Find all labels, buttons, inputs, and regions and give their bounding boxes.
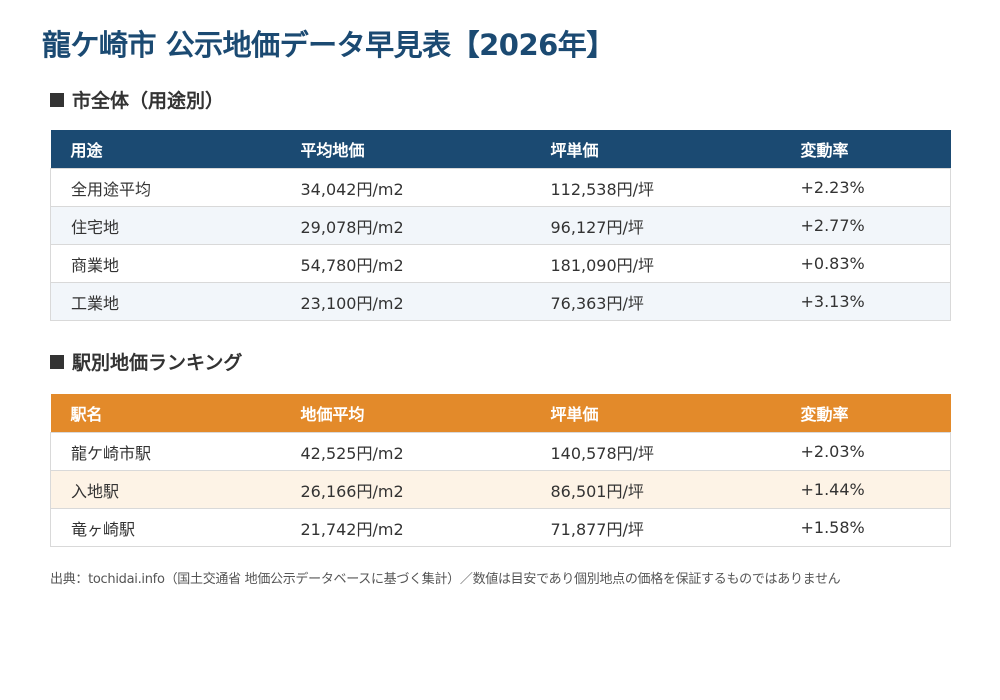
cell-avg-price: 23,100円/m2	[280, 282, 531, 321]
column-header-station: 駅名	[50, 394, 281, 433]
section-heading-station-ranking: 駅別地価ランキング	[50, 348, 242, 375]
table-row: 龍ケ崎市駅 42,525円/m2 140,578円/坪 +2.03%	[50, 432, 951, 471]
cell-avg-price: 26,166円/m2	[280, 470, 531, 509]
cell-change-rate: +2.23%	[780, 168, 951, 207]
table-row: 工業地 23,100円/m2 76,363円/坪 +3.13%	[50, 282, 951, 321]
cell-tsubo-price: 140,578円/坪	[530, 432, 781, 471]
cell-avg-price: 34,042円/m2	[280, 168, 531, 207]
column-header-change-rate: 変動率	[780, 394, 951, 433]
cell-tsubo-price: 96,127円/坪	[530, 206, 781, 245]
table-row: 入地駅 26,166円/m2 86,501円/坪 +1.44%	[50, 470, 951, 509]
cell-use: 住宅地	[50, 206, 281, 245]
station-price-table: 駅名 地価平均 坪単価 変動率 龍ケ崎市駅 42,525円/m2 140,578…	[50, 394, 951, 547]
cell-change-rate: +2.03%	[780, 432, 951, 471]
square-bullet-icon	[50, 93, 64, 107]
cell-avg-price: 21,742円/m2	[280, 508, 531, 547]
cell-use: 全用途平均	[50, 168, 281, 207]
cell-change-rate: +3.13%	[780, 282, 951, 321]
square-bullet-icon	[50, 355, 64, 369]
column-header-avg-price: 地価平均	[280, 394, 531, 433]
page-title: 龍ケ崎市 公示地価データ早見表【2026年】	[42, 28, 615, 62]
land-use-price-table: 用途 平均地価 坪単価 変動率 全用途平均 34,042円/m2 112,538…	[50, 130, 951, 321]
cell-avg-price: 29,078円/m2	[280, 206, 531, 245]
table-header-row: 用途 平均地価 坪単価 変動率	[50, 130, 951, 169]
cell-station: 龍ケ崎市駅	[50, 432, 281, 471]
cell-change-rate: +1.58%	[780, 508, 951, 547]
table-row: 全用途平均 34,042円/m2 112,538円/坪 +2.23%	[50, 168, 951, 207]
cell-change-rate: +2.77%	[780, 206, 951, 245]
column-header-tsubo-price: 坪単価	[530, 394, 781, 433]
cell-avg-price: 42,525円/m2	[280, 432, 531, 471]
cell-change-rate: +0.83%	[780, 244, 951, 283]
cell-tsubo-price: 112,538円/坪	[530, 168, 781, 207]
cell-station: 入地駅	[50, 470, 281, 509]
source-footnote: 出典：tochidai.info（国土交通省 地価公示データベースに基づく集計）…	[50, 572, 841, 587]
column-header-use: 用途	[50, 130, 281, 169]
table-row: 竜ヶ崎駅 21,742円/m2 71,877円/坪 +1.58%	[50, 508, 951, 547]
section-heading-city-overall: 市全体（用途別）	[50, 86, 224, 113]
cell-avg-price: 54,780円/m2	[280, 244, 531, 283]
section-heading-label: 駅別地価ランキング	[72, 352, 243, 374]
cell-use: 商業地	[50, 244, 281, 283]
column-header-change-rate: 変動率	[780, 130, 951, 169]
table-header-row: 駅名 地価平均 坪単価 変動率	[50, 394, 951, 433]
cell-tsubo-price: 76,363円/坪	[530, 282, 781, 321]
cell-tsubo-price: 86,501円/坪	[530, 470, 781, 509]
cell-station: 竜ヶ崎駅	[50, 508, 281, 547]
cell-tsubo-price: 71,877円/坪	[530, 508, 781, 547]
column-header-avg-price: 平均地価	[280, 130, 531, 169]
cell-tsubo-price: 181,090円/坪	[530, 244, 781, 283]
table-row: 商業地 54,780円/m2 181,090円/坪 +0.83%	[50, 244, 951, 283]
column-header-tsubo-price: 坪単価	[530, 130, 781, 169]
section-heading-label: 市全体（用途別）	[72, 90, 225, 112]
table-row: 住宅地 29,078円/m2 96,127円/坪 +2.77%	[50, 206, 951, 245]
cell-use: 工業地	[50, 282, 281, 321]
cell-change-rate: +1.44%	[780, 470, 951, 509]
